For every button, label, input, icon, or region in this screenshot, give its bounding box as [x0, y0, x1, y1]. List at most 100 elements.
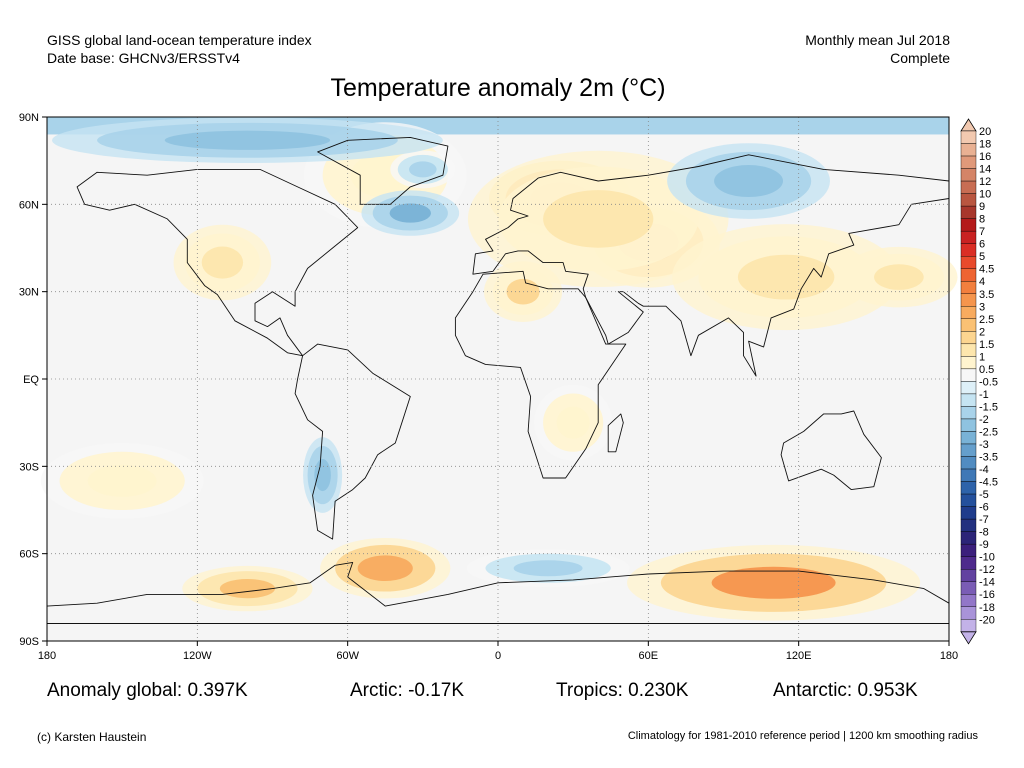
coastline-africa — [454, 270, 627, 479]
colorbar-label: -3.5 — [979, 452, 998, 464]
anomaly-region-core — [87, 464, 157, 497]
anomaly-region-core — [874, 264, 924, 290]
stat-tropics: Tropics: 0.230K — [556, 680, 688, 702]
anomaly-region-core — [737, 254, 835, 300]
colorbar-label: -0.5 — [979, 376, 998, 388]
colorbar-swatch — [960, 431, 977, 445]
colorbar-label: -14 — [979, 577, 995, 589]
colorbar-label: 14 — [979, 164, 991, 176]
colorbar-swatch — [960, 468, 977, 482]
colorbar-swatch — [960, 205, 977, 219]
coastline-north-america — [76, 168, 359, 357]
x-tick-label: 120W — [183, 650, 212, 662]
colorbar-label: 12 — [979, 176, 991, 188]
colorbar-label: 3 — [979, 301, 985, 313]
x-tick-label: 180 — [38, 650, 56, 662]
colorbar-label: 16 — [979, 151, 991, 163]
colorbar-label: 9 — [979, 201, 985, 213]
stat-arctic: Arctic: -0.17K — [350, 680, 464, 702]
anomaly-region-core — [711, 566, 836, 599]
stat-global-value: 0.397K — [187, 680, 248, 701]
reference-note: Climatology for 1981-2010 reference peri… — [627, 730, 978, 742]
colorbar-swatch — [960, 230, 977, 244]
colorbar-swatch — [960, 594, 977, 607]
colorbar-label: -9 — [979, 539, 989, 551]
y-tick-label: EQ — [23, 374, 39, 386]
credit-label: (c) Karsten Haustein — [37, 730, 147, 744]
colorbar-swatch — [960, 343, 977, 357]
colorbar-label: -3 — [979, 439, 989, 451]
colorbar-label: 1.5 — [979, 339, 994, 351]
y-tick-label: 60S — [19, 549, 39, 561]
y-tick-label: 90S — [19, 636, 39, 648]
colorbar-label: 2.5 — [979, 314, 994, 326]
colorbar-label: -4.5 — [979, 477, 998, 489]
stat-arctic-label: Arctic: — [350, 680, 403, 701]
colorbar-swatch — [960, 143, 977, 157]
colorbar-swatch — [960, 518, 977, 532]
x-tick-label: 60W — [336, 650, 359, 662]
colorbar-label: 4.5 — [979, 264, 994, 276]
colorbar-swatch — [960, 531, 977, 545]
colorbar-label: -4 — [979, 464, 989, 476]
colorbar-label: 6 — [979, 239, 985, 251]
status-label: Complete — [890, 50, 950, 66]
stat-antarctic-label: Antarctic: — [773, 680, 853, 701]
colorbar-label: -10 — [979, 552, 995, 564]
anomaly-region-core — [389, 203, 431, 223]
colorbar-label: 2 — [979, 326, 985, 338]
y-tick-label: 90N — [19, 112, 39, 124]
colorbar-label: -8 — [979, 527, 989, 539]
colorbar-swatch — [960, 619, 977, 633]
colorbar-label: 5 — [979, 251, 985, 263]
colorbar-label: 20 — [979, 126, 991, 138]
colorbar-swatch — [960, 256, 977, 269]
coastline-south-america — [294, 343, 411, 540]
colorbar-swatch — [960, 180, 977, 194]
colorbar-label: -16 — [979, 589, 995, 601]
coastline-madagascar — [607, 413, 624, 453]
anomaly-region-core — [409, 161, 437, 178]
colorbar-swatch — [960, 293, 977, 307]
colorbar-swatch — [960, 393, 977, 407]
anomaly-region-core — [219, 578, 276, 599]
coastline-australia — [780, 410, 882, 491]
period-label: Monthly mean Jul 2018 — [805, 32, 950, 48]
colorbar-swatch — [960, 243, 977, 257]
y-tick-label: 60N — [19, 199, 39, 211]
dataset-label: GISS global land-ocean temperature index — [47, 32, 312, 48]
stat-tropics-label: Tropics: — [556, 680, 623, 701]
colorbar-label: 0.5 — [979, 364, 994, 376]
x-tick-label: 0 — [495, 650, 501, 662]
colorbar-swatch — [960, 168, 977, 182]
stat-tropics-value: 0.230K — [628, 680, 689, 701]
anomaly-region-core — [513, 560, 583, 577]
anomaly-region-core — [164, 130, 331, 150]
coastline-eurasia — [472, 154, 950, 377]
colorbar-swatch — [960, 443, 977, 457]
colorbar-swatch — [960, 331, 977, 345]
colorbar-label: -2 — [979, 414, 989, 426]
anomaly-region-core — [556, 406, 590, 439]
colorbar-swatch — [960, 569, 977, 582]
stat-antarctic: Antarctic: 0.953K — [773, 680, 918, 702]
colorbar-swatch — [960, 368, 977, 382]
colorbar-label: -1.5 — [979, 401, 998, 413]
y-tick-label: 30N — [19, 287, 39, 299]
colorbar-swatch — [960, 406, 977, 420]
colorbar-swatch — [960, 130, 977, 144]
stat-global-label: Anomaly global: — [47, 680, 183, 701]
colorbar-label: -5 — [979, 489, 989, 501]
colorbar-swatch — [960, 418, 977, 432]
colorbar-label: -2.5 — [979, 426, 998, 438]
colorbar-label: -7 — [979, 514, 989, 526]
anomaly-region-core — [357, 555, 413, 582]
colorbar-label: -6 — [979, 502, 989, 514]
colorbar-arrow-top — [960, 118, 977, 132]
stat-global: Anomaly global: 0.397K — [47, 680, 248, 702]
colorbar-label: 1 — [979, 351, 985, 363]
anomaly-region-core — [714, 165, 784, 198]
stat-antarctic-value: 0.953K — [857, 680, 918, 701]
colorbar-label: -1 — [979, 389, 989, 401]
